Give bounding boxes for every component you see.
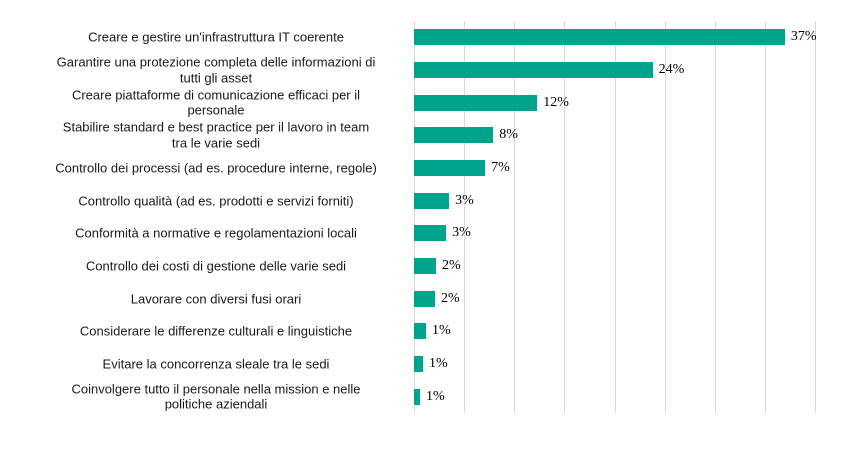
chart-row: Lavorare con diversi fusi orari 2% [0,282,858,315]
value-label: 1% [426,388,445,404]
chart-row: Conformità a normative e regolamentazion… [0,217,858,250]
bar-track: 12% [414,86,815,119]
gridline [614,21,616,413]
chart-row: Considerare le differenze culturali e li… [0,315,858,348]
value-label: 7% [491,160,510,176]
chart-row: Garantire una protezione completa delle … [0,54,858,87]
chart-row: Creare piattaforme di comunicazione effi… [0,86,858,119]
bar-track: 2% [414,282,815,315]
value-label: 37% [790,29,817,45]
category-label: Coinvolgere tutto il personale nella mis… [71,381,361,412]
bar-track: 8% [414,119,815,152]
value-label: 1% [429,356,448,372]
bar [414,94,538,111]
bar [414,356,424,373]
category-label: Controllo dei costi di gestione delle va… [85,258,347,274]
bar [414,323,427,340]
chart-row: Evitare la concorrenza sleale tra le sed… [0,348,858,381]
category-label: Controllo dei processi (ad es. procedure… [55,160,377,176]
value-label: 8% [499,127,518,143]
value-label: 2% [441,290,460,306]
category-label: Evitare la concorrenza sleale tra le sed… [102,356,330,372]
gridline [514,21,516,413]
bar [414,192,450,209]
chart-row: Coinvolgere tutto il personale nella mis… [0,380,858,413]
category-label: Considerare le differenze culturali e li… [79,323,353,339]
value-label: 3% [455,192,474,208]
category-label: Garantire una protezione completa delle … [56,54,376,86]
bar [414,62,653,78]
bar-track: 1% [414,315,815,348]
gridline [815,21,816,413]
category-label: Creare e gestire un'infrastruttura IT co… [88,29,344,45]
plot-area [414,21,816,413]
bar-track: 3% [414,184,815,217]
bar [414,258,437,275]
bar-track: 37% [414,21,817,54]
bar [414,127,494,144]
value-label: 1% [432,323,451,339]
bar [414,160,486,177]
bar-track: 24% [414,54,815,87]
value-label: 2% [442,258,461,274]
gridline [764,21,766,413]
gridline [464,21,466,413]
bar [414,225,447,242]
chart-row: Controllo dei costi di gestione delle va… [0,250,858,283]
chart-row: Controllo qualità (ad es. prodotti e ser… [0,184,858,217]
category-label: Controllo qualità (ad es. prodotti e ser… [78,192,354,208]
bar-track: 1% [414,380,815,413]
value-label: 3% [452,225,471,241]
bar-track: 2% [414,250,815,283]
chart-row: Stabilire standard e best practice per i… [0,119,858,152]
category-label: Creare piattaforme di comunicazione effi… [71,87,361,118]
gridline [414,21,415,413]
bar-track: 3% [414,217,815,250]
chart-row: Creare e gestire un'infrastruttura IT co… [0,21,858,54]
bar [414,290,436,307]
chart-row: Controllo dei processi (ad es. procedure… [0,152,858,185]
bar-track: 7% [414,152,815,185]
bar-track: 1% [414,348,815,381]
bar [414,29,785,46]
value-label: 24% [658,62,685,77]
bar [414,388,420,405]
gridline [664,21,666,413]
gridline [714,21,716,413]
category-label: Lavorare con diversi fusi orari [130,290,302,306]
category-label: Stabilire standard e best practice per i… [62,119,370,151]
chart-rows: Creare e gestire un'infrastruttura IT co… [0,21,858,413]
value-label: 12% [543,94,569,110]
gridline [564,21,566,413]
category-label: Conformità a normative e regolamentazion… [75,225,357,241]
